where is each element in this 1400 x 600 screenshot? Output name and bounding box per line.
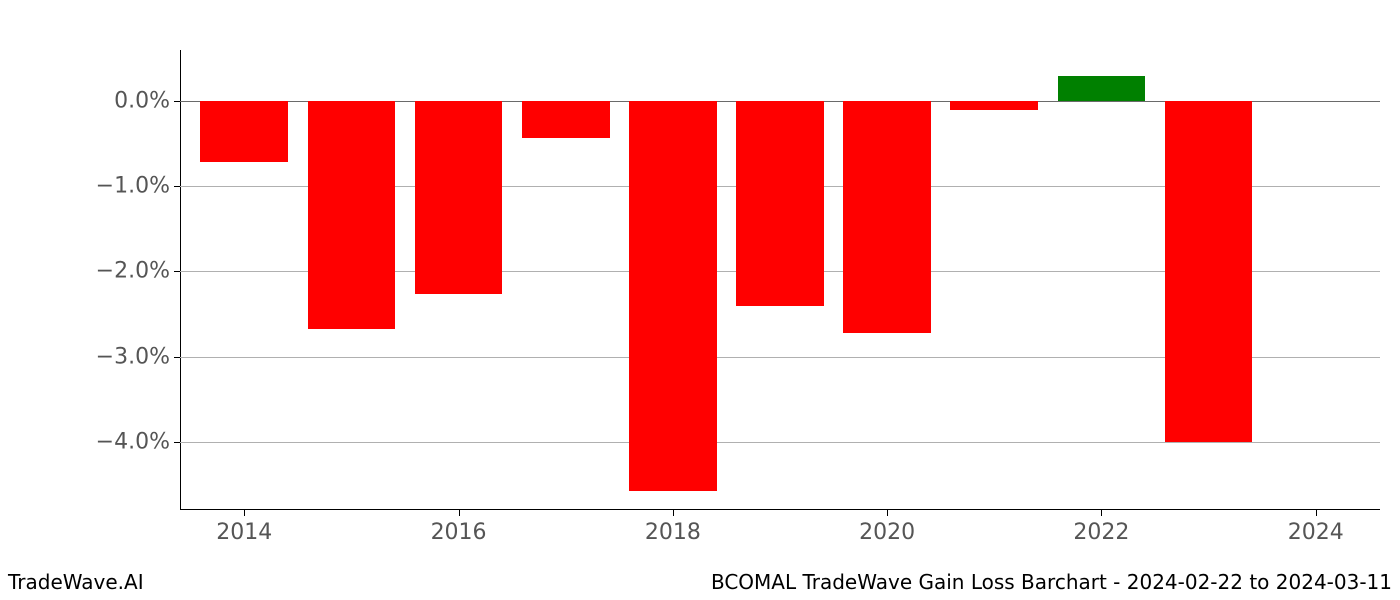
xtick-label: 2020 bbox=[859, 510, 915, 545]
bar bbox=[200, 101, 288, 162]
ytick-label: −1.0% bbox=[96, 174, 180, 199]
xtick-label: 2022 bbox=[1073, 510, 1129, 545]
axis-spine-bottom bbox=[180, 509, 1380, 510]
bar bbox=[415, 101, 503, 294]
bar bbox=[522, 101, 610, 138]
bar bbox=[1058, 76, 1146, 102]
ytick-label: −2.0% bbox=[96, 259, 180, 284]
gridline bbox=[180, 442, 1380, 443]
bar bbox=[629, 101, 717, 491]
bar bbox=[843, 101, 931, 333]
bar bbox=[1165, 101, 1253, 442]
gain-loss-barchart: 0.0% −1.0% −2.0% −3.0% −4.0% 2014 2016 2018 2020… bbox=[0, 0, 1400, 600]
bar bbox=[736, 101, 824, 305]
bar bbox=[950, 101, 1038, 110]
xtick-label: 2018 bbox=[645, 510, 701, 545]
xtick-label: 2016 bbox=[431, 510, 487, 545]
ytick-label: −3.0% bbox=[96, 344, 180, 369]
footer-caption: BCOMAL TradeWave Gain Loss Barchart - 20… bbox=[711, 570, 1392, 594]
footer-brand: TradeWave.AI bbox=[8, 570, 144, 594]
ytick-label: 0.0% bbox=[114, 89, 180, 114]
xtick-label: 2014 bbox=[216, 510, 272, 545]
xtick-label: 2024 bbox=[1288, 510, 1344, 545]
ytick-label: −4.0% bbox=[96, 429, 180, 454]
bar bbox=[308, 101, 396, 329]
plot-area: 0.0%−1.0%−2.0%−3.0%−4.0%2014201620182020… bbox=[180, 50, 1380, 510]
